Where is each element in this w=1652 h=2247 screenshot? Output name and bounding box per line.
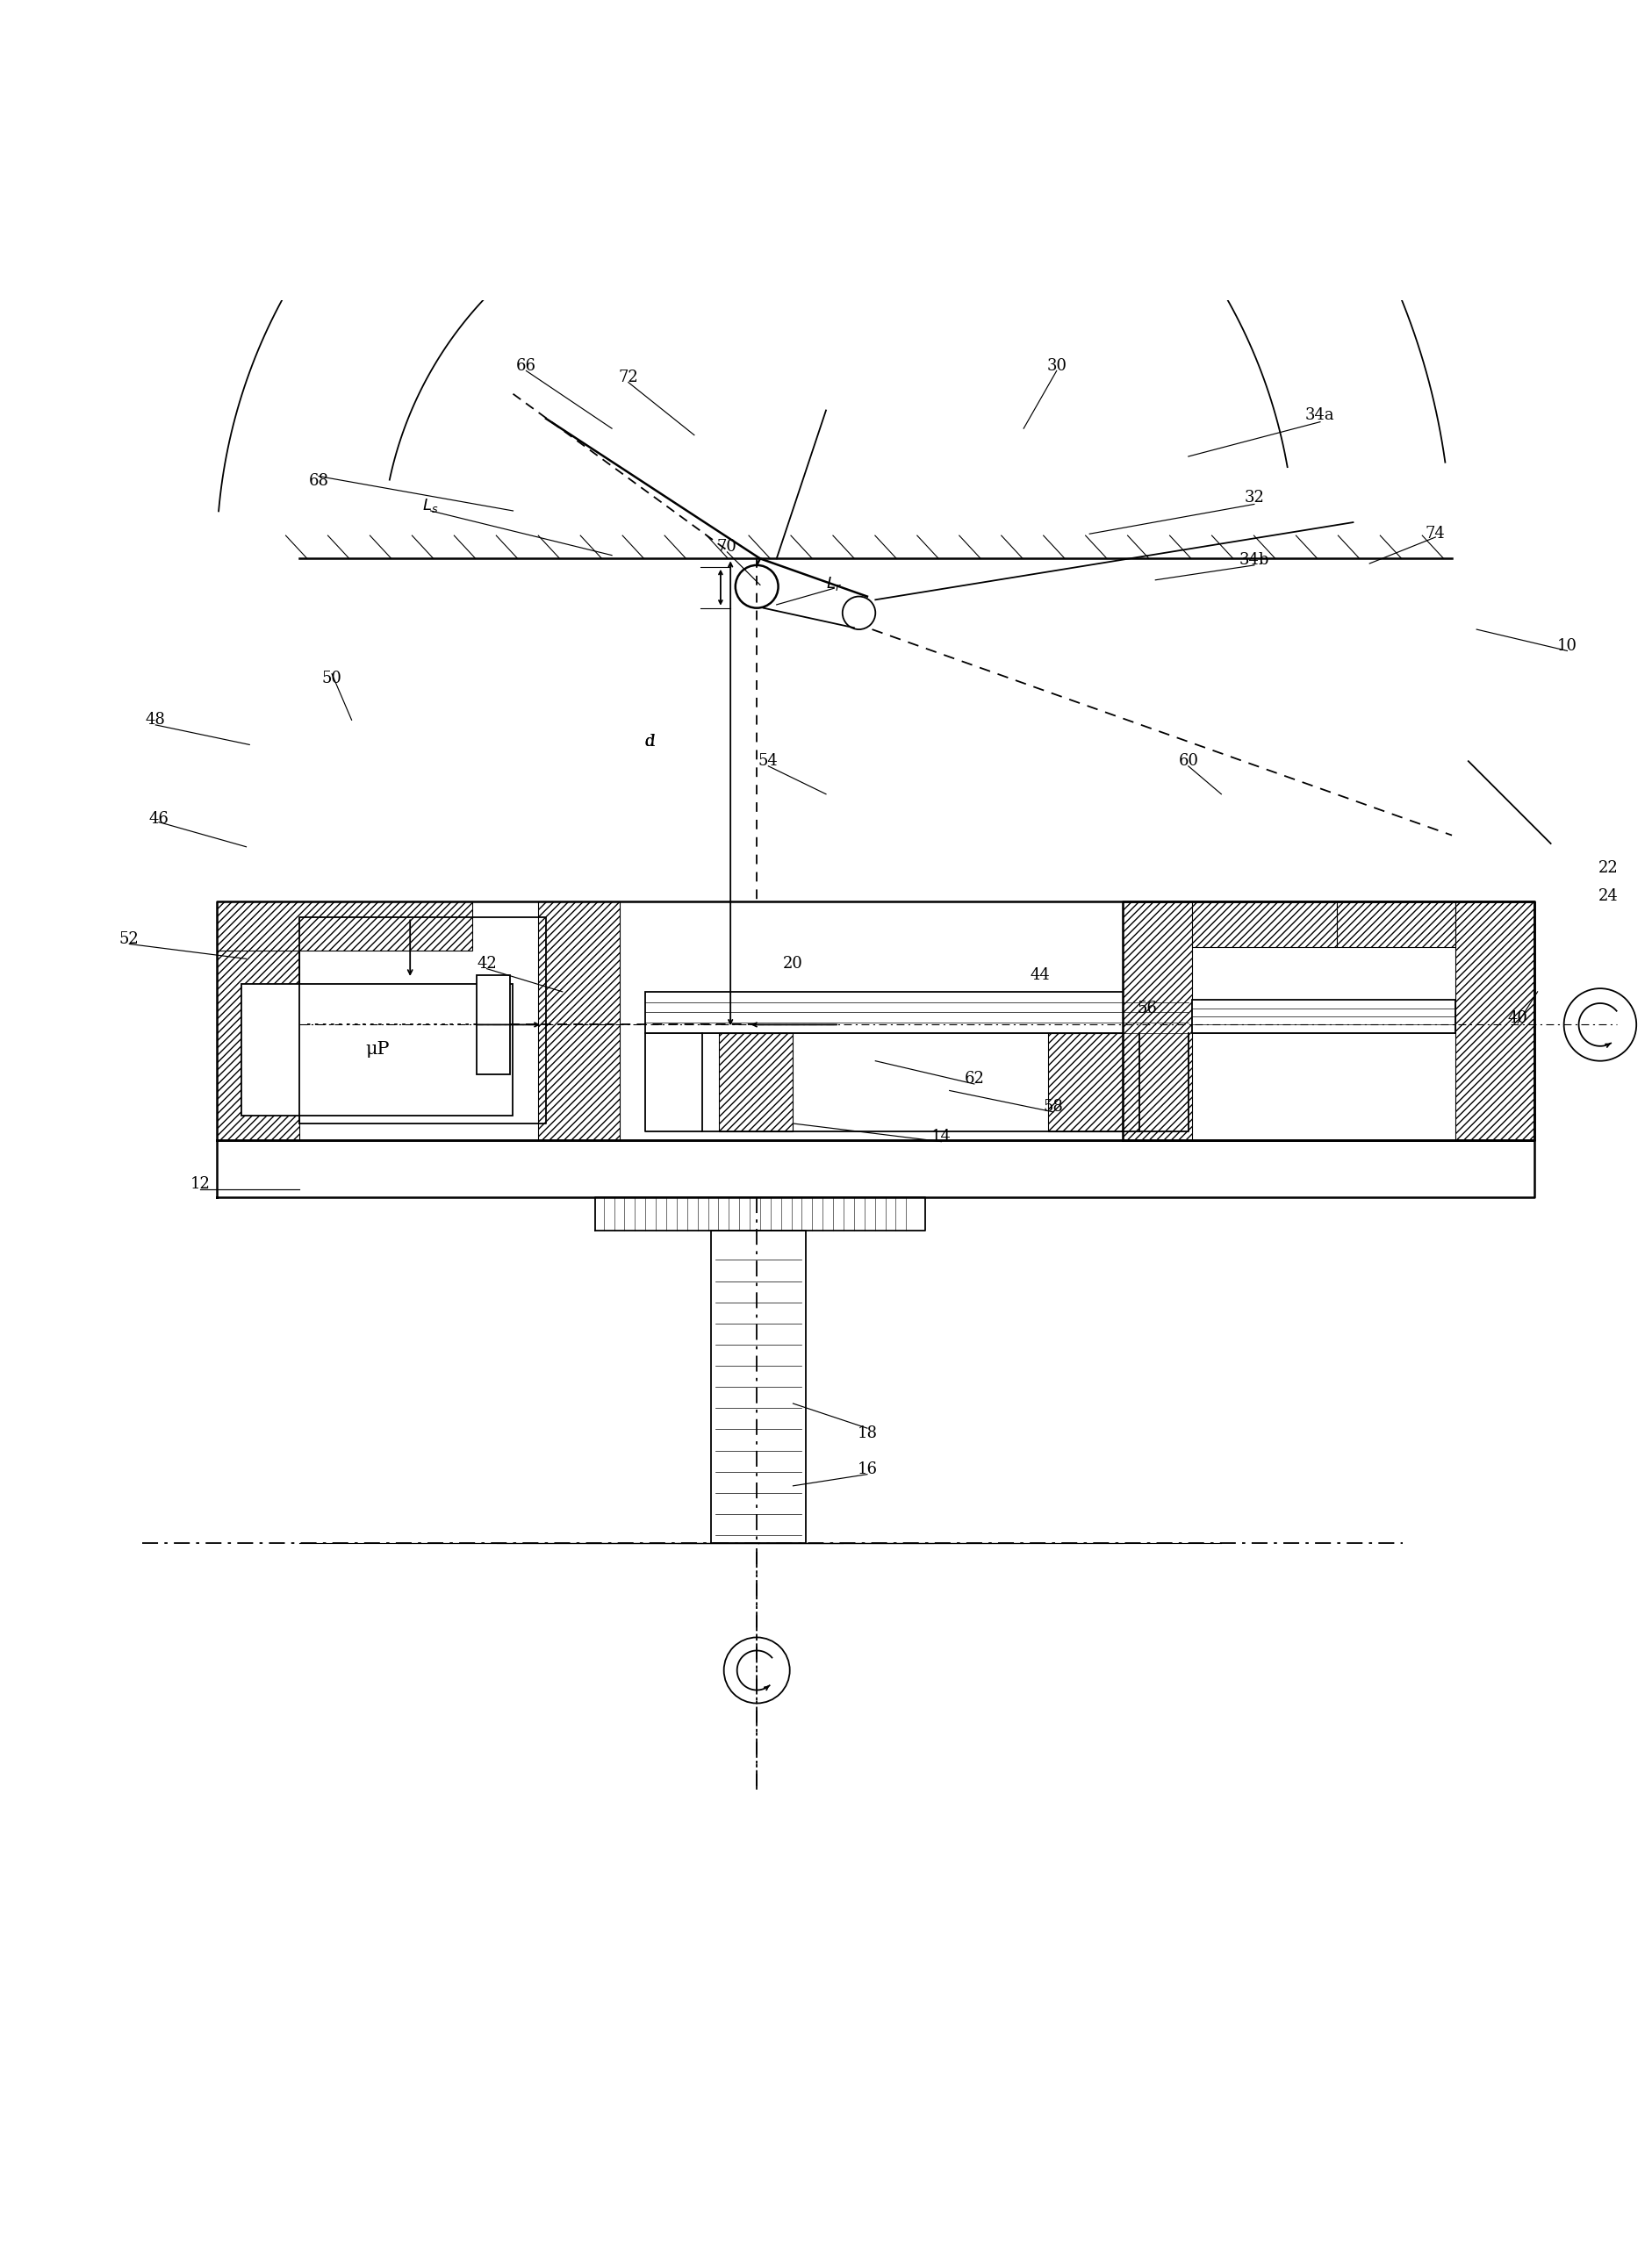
Bar — [216, 901, 299, 1139]
Text: 22: 22 — [1599, 861, 1619, 876]
Bar — [1122, 901, 1191, 1139]
Text: 44: 44 — [1031, 968, 1051, 984]
Text: 54: 54 — [758, 753, 778, 768]
Text: 62: 62 — [965, 1072, 985, 1088]
Circle shape — [724, 1638, 790, 1703]
Text: 68: 68 — [309, 474, 329, 490]
Bar — [719, 1034, 793, 1132]
Text: 50: 50 — [322, 672, 342, 688]
Bar — [539, 901, 620, 1139]
Text: 60: 60 — [1178, 753, 1198, 768]
Text: 66: 66 — [515, 357, 537, 373]
Bar — [241, 984, 514, 1115]
Text: 32: 32 — [1244, 490, 1264, 506]
Text: 40: 40 — [1508, 1011, 1528, 1027]
Bar — [477, 975, 510, 1074]
Text: $L_s$: $L_s$ — [423, 497, 439, 515]
Text: 46: 46 — [149, 811, 169, 827]
Text: 72: 72 — [618, 369, 638, 384]
Bar — [216, 901, 472, 950]
Text: 70: 70 — [717, 539, 737, 555]
Text: 18: 18 — [857, 1425, 877, 1440]
Text: $L_r$: $L_r$ — [826, 575, 843, 591]
Text: d: d — [644, 733, 654, 748]
Text: 42: 42 — [477, 955, 497, 971]
Text: μP: μP — [365, 1040, 390, 1058]
Text: 24: 24 — [1599, 888, 1619, 903]
Bar — [644, 991, 1188, 1034]
Text: 48: 48 — [145, 712, 165, 728]
Bar — [1049, 1034, 1122, 1132]
Bar — [1455, 901, 1535, 1139]
Text: 34a: 34a — [1305, 407, 1335, 422]
Bar — [1122, 901, 1336, 948]
Text: 16: 16 — [857, 1461, 877, 1476]
Text: 30: 30 — [1046, 357, 1067, 373]
Circle shape — [843, 595, 876, 629]
Text: 52: 52 — [119, 930, 139, 946]
Text: 74: 74 — [1426, 526, 1446, 542]
Circle shape — [1564, 989, 1637, 1061]
Bar — [1336, 901, 1455, 948]
Text: 12: 12 — [190, 1177, 210, 1193]
Bar — [1191, 1000, 1455, 1034]
Text: 34b: 34b — [1239, 553, 1269, 568]
Text: d: d — [644, 733, 654, 748]
Text: 20: 20 — [783, 955, 803, 971]
Circle shape — [735, 566, 778, 609]
Text: 14: 14 — [932, 1128, 952, 1144]
Text: 56: 56 — [1137, 1000, 1158, 1016]
Text: 58: 58 — [1044, 1099, 1064, 1115]
Text: 10: 10 — [1558, 638, 1578, 654]
